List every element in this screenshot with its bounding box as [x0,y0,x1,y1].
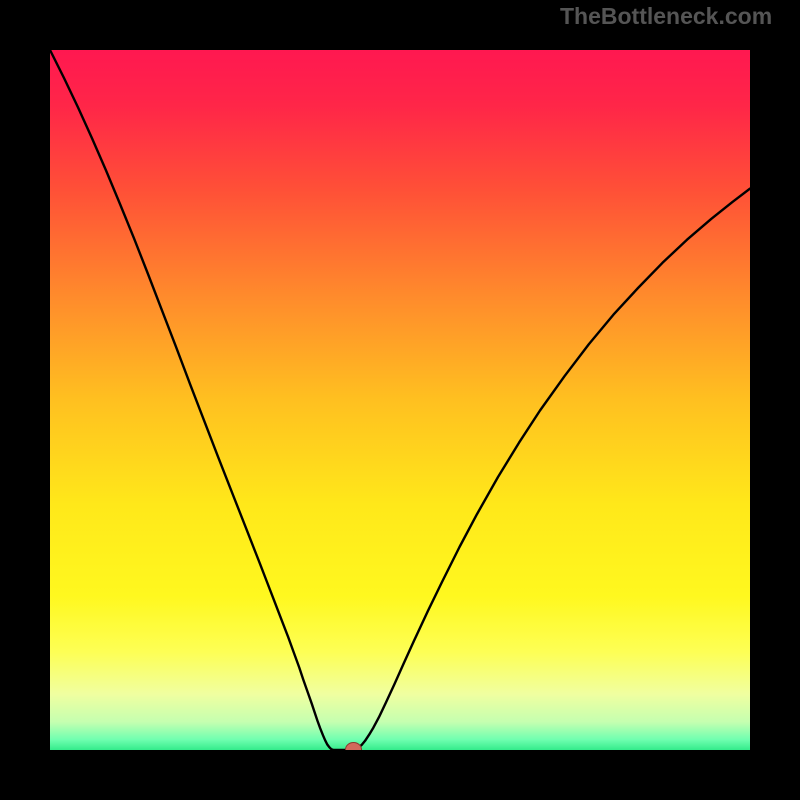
chart-stage: TheBottleneck.com [0,0,800,800]
bottleneck-curve [50,50,750,750]
curve-layer [50,50,750,750]
watermark-text: TheBottleneck.com [560,3,772,30]
chart-plot-area [50,50,750,750]
operating-point-marker [345,742,362,750]
